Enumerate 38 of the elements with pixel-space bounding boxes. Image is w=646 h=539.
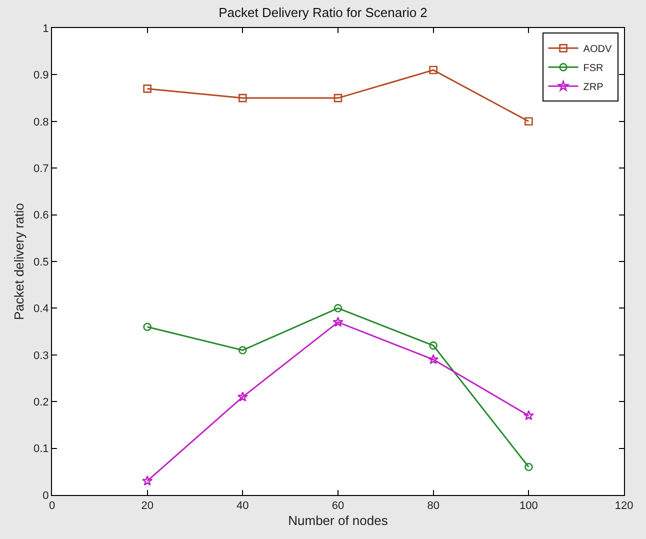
y-tick-label: 1	[42, 22, 49, 35]
point	[429, 341, 438, 350]
legend-label: ZRP	[583, 82, 604, 94]
point	[334, 94, 342, 102]
y-tick-label: 0.9	[34, 70, 49, 82]
point	[524, 462, 533, 472]
point	[142, 475, 153, 486]
x-tick-label: 100	[519, 500, 538, 512]
x-axis-title: Number of nodes	[288, 512, 388, 528]
point	[334, 304, 342, 312]
legend-label: AODV	[583, 44, 612, 56]
y-tick-label: 0.6	[34, 210, 49, 222]
point	[238, 346, 247, 354]
y-tick-label: 0.8	[34, 116, 49, 128]
y-axis-title: Packet delivery ratio	[11, 202, 26, 320]
legend-label: FSR	[583, 63, 604, 74]
x-tick-label: 80	[427, 500, 440, 512]
y-tick-label: 0.1	[34, 443, 49, 456]
point	[524, 117, 533, 126]
point	[237, 391, 248, 402]
point	[143, 322, 152, 332]
x-tick-label: 40	[236, 500, 249, 512]
chart-title: Packet Delivery Ratio for Scenario 2	[218, 5, 428, 20]
point	[428, 354, 439, 364]
x-tick-label: 20	[141, 500, 154, 512]
point	[429, 66, 438, 74]
y-tick-label: 0.5	[34, 256, 49, 268]
y-tick-label: 0.7	[34, 162, 49, 175]
point	[238, 94, 247, 102]
point	[143, 84, 152, 93]
y-tick-label: 0.4	[34, 303, 49, 316]
x-tick-label: 60	[332, 500, 344, 512]
y-tick-label: 0	[42, 490, 49, 502]
x-tick-label: 120	[614, 500, 634, 512]
point	[523, 410, 534, 420]
point	[332, 316, 344, 327]
y-tick-label: 0.3	[34, 350, 49, 362]
y-tick-label: 0.2	[34, 396, 49, 408]
